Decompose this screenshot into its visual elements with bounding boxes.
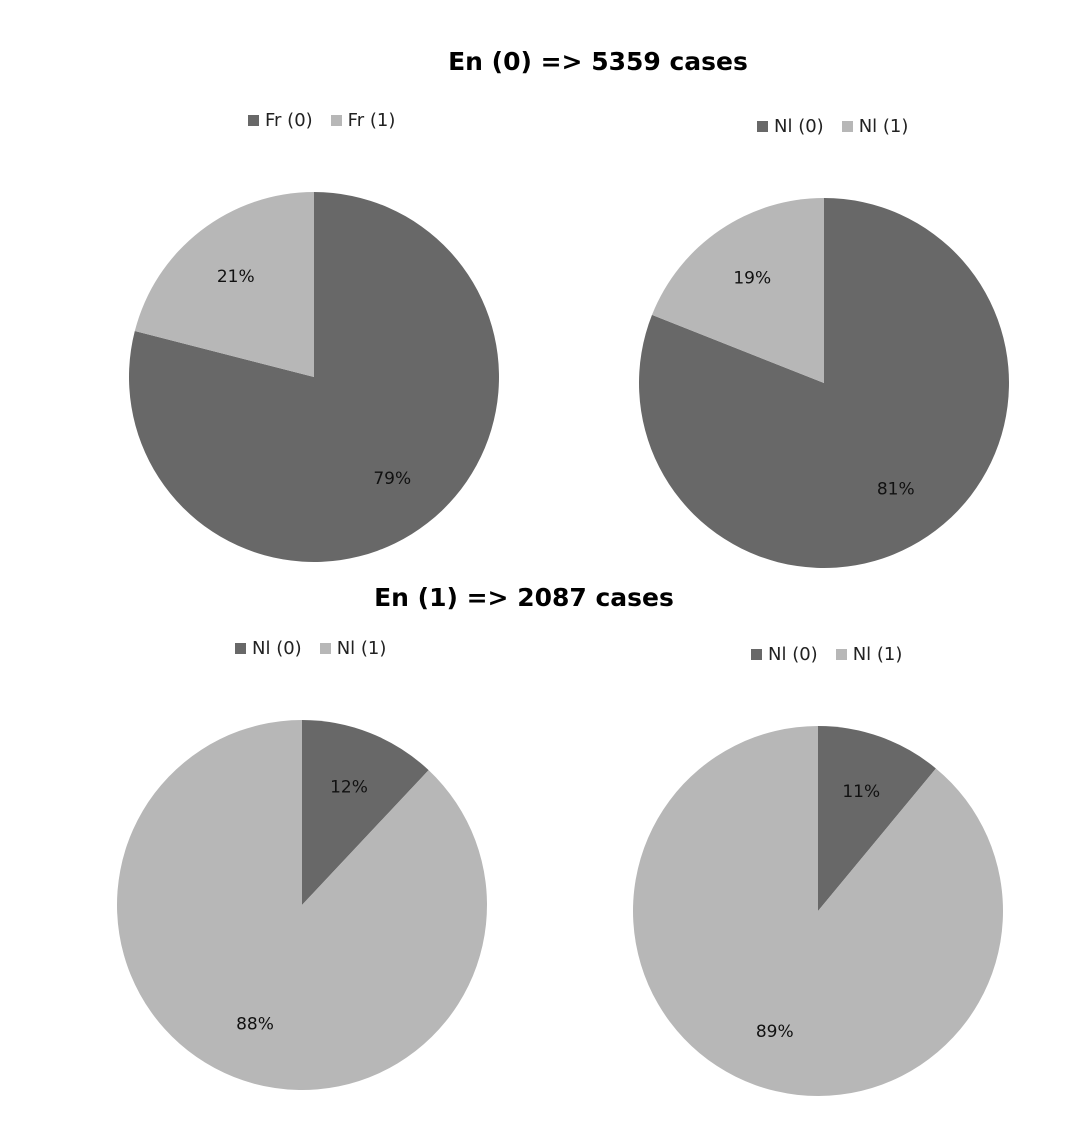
legend-item: Nl (0) [235, 638, 302, 659]
legend-item: Nl (0) [751, 644, 818, 665]
pie-slice-nl-0 [639, 198, 1009, 568]
pie-slice-nl-0 [302, 720, 429, 905]
section-title-en0: En (0) => 5359 cases [448, 47, 748, 76]
pie-data-label: 21% [217, 267, 255, 287]
legend-swatch-class0 [235, 643, 246, 654]
pie-chart-1: 79% 21% [129, 192, 500, 563]
legend-chart-1: Fr (0) Fr (1) [248, 110, 395, 131]
pie-chart-3: 12% 88% [117, 720, 488, 1090]
legend-swatch-class0 [757, 121, 768, 132]
legend-item: Nl (1) [841, 116, 909, 137]
pie-data-label: 79% [373, 469, 411, 489]
pie-slice-fr-0 [129, 192, 500, 563]
pie-slice-nl-1 [117, 720, 488, 1090]
legend-label: Nl (1) [336, 638, 387, 659]
pie-data-label: 89% [756, 1022, 794, 1042]
legend-item: Nl (1) [835, 644, 903, 665]
legend-label: Fr (1) [347, 110, 396, 131]
pie-slice-nl-0 [818, 726, 936, 911]
legend-swatch-class0 [751, 649, 762, 660]
legend-swatch-class1 [330, 115, 342, 126]
legend-item: Fr (1) [330, 110, 396, 131]
legend-chart-2: Nl (0) Nl (1) [757, 116, 908, 137]
legend-label: Nl (0) [252, 638, 302, 659]
pie-chart-2: 81% 19% [639, 198, 1009, 568]
legend-label: Nl (1) [858, 116, 909, 137]
pie-data-label: 88% [236, 1015, 274, 1035]
legend-chart-3: Nl (0) Nl (1) [235, 638, 386, 659]
pie-data-label: 81% [877, 480, 915, 500]
legend-swatch-class1 [841, 121, 853, 132]
legend-label: Nl (1) [852, 644, 903, 665]
pie-slice-nl-1 [651, 198, 824, 383]
legend-swatch-class0 [248, 115, 259, 126]
pie-slice-nl-1 [632, 726, 1003, 1097]
legend-label: Nl (0) [768, 644, 818, 665]
legend-swatch-class1 [319, 643, 331, 654]
pie-data-label: 12% [330, 777, 368, 797]
legend-label: Nl (0) [774, 116, 824, 137]
pie-slice-fr-1 [134, 192, 314, 377]
legend-item: Nl (0) [757, 116, 824, 137]
pie-data-label: 11% [842, 782, 880, 802]
legend-item: Fr (0) [248, 110, 313, 131]
section-title-en1: En (1) => 2087 cases [374, 583, 674, 612]
legend-swatch-class1 [835, 649, 847, 660]
legend-chart-4: Nl (0) Nl (1) [751, 644, 902, 665]
legend-label: Fr (0) [265, 110, 313, 131]
pie-data-label: 19% [733, 268, 771, 288]
pie-chart-4: 11% 89% [632, 726, 1003, 1097]
legend-item: Nl (1) [319, 638, 387, 659]
